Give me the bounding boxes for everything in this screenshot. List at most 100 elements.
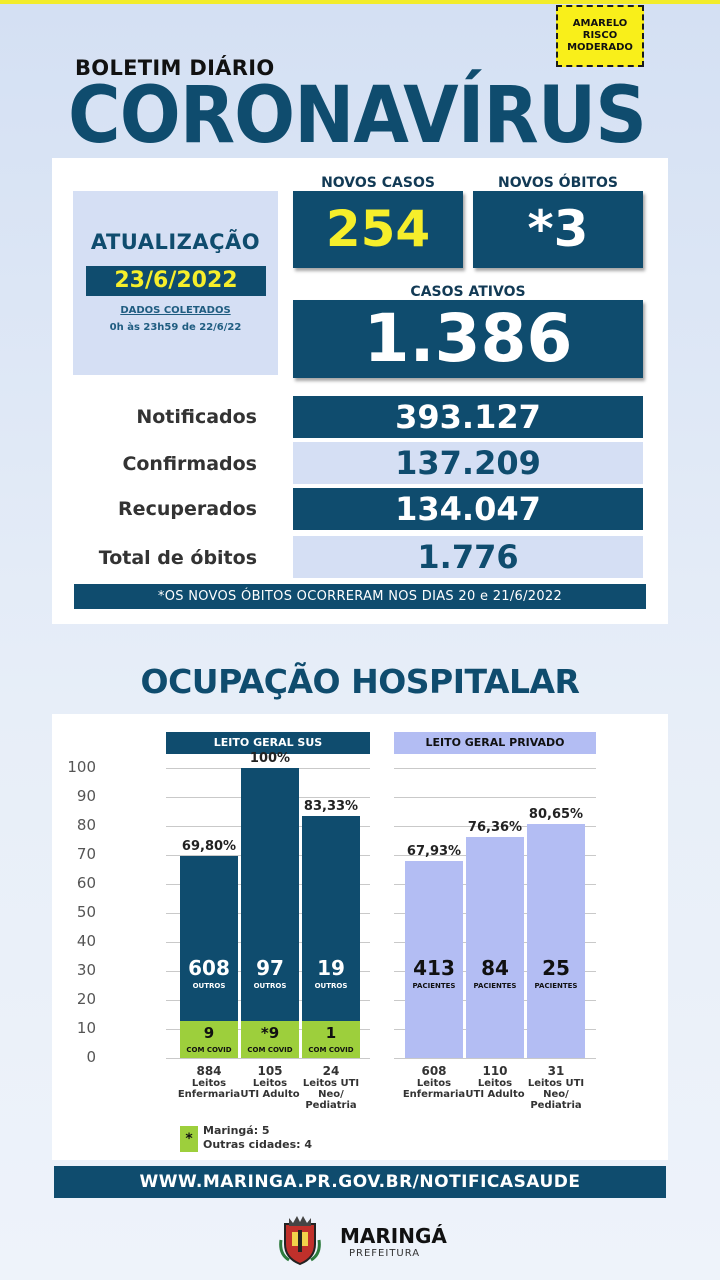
bar-covid-value: *9: [260, 1024, 280, 1042]
bar-percent-label: 69,80%: [181, 838, 237, 854]
bar-covid-value: 9: [203, 1024, 215, 1042]
recovered-label: Recuperados: [118, 498, 257, 520]
bar-patients-label: PACIENTES: [412, 982, 456, 990]
bar-beds-count: 884: [196, 1064, 222, 1078]
confirmed-label: Confirmados: [122, 453, 257, 475]
legend-text: Maringá: 5 Outras cidades: 4: [203, 1124, 312, 1152]
bar-beds-count: 608: [421, 1064, 447, 1078]
bar-covid-value: 1: [325, 1024, 337, 1042]
covid-segment: [302, 1021, 360, 1058]
bar-percent-label: 100%: [249, 751, 291, 766]
risk-line-3: MODERADO: [567, 42, 633, 53]
bar-caption-1: Leitos UTI: [527, 1078, 585, 1089]
top-accent-line: [0, 0, 720, 4]
legend-line-2: Outras cidades: 4: [203, 1138, 313, 1151]
bar-others-value: 608: [188, 956, 230, 980]
data-collected-range: 0h às 23h59 de 22/6/22: [109, 322, 242, 333]
y-tick-label: 30: [76, 961, 96, 979]
y-tick-label: 10: [76, 1019, 96, 1037]
bar-covid-label: COM COVID: [186, 1046, 232, 1054]
y-tick-label: 70: [76, 845, 96, 863]
bar-percent-label: 76,36%: [467, 819, 523, 835]
bar-others-label: OUTROS: [192, 982, 226, 990]
page-title: CORONAVÍRUS: [68, 71, 647, 161]
bar: [241, 768, 299, 1058]
update-title: ATUALIZAÇÃO: [90, 230, 261, 254]
y-tick-label: 100: [67, 758, 96, 776]
bar-others-label: OUTROS: [253, 982, 287, 990]
notified-label: Notificados: [136, 406, 257, 428]
bar-percent-label: 67,93%: [406, 844, 462, 859]
bar-caption-1: Leitos: [477, 1078, 513, 1089]
confirmed-value: 137.209: [293, 442, 643, 484]
bar-covid-label: COM COVID: [247, 1046, 293, 1054]
bar-caption-3: Pediatria: [530, 1100, 582, 1111]
bar-beds-count: 31: [547, 1064, 565, 1078]
bar-caption-2: Enfermaria: [177, 1089, 241, 1100]
risk-line-2: RISCO: [582, 30, 618, 41]
bar-others-value: 19: [317, 956, 345, 980]
total-deaths-label: Total de óbitos: [98, 547, 257, 569]
bar-others-value: 97: [256, 956, 284, 980]
y-tick-label: 20: [76, 990, 96, 1008]
logo-name: MARINGÁ: [340, 1224, 447, 1248]
bar-caption-2: Enfermaria: [402, 1089, 466, 1100]
gridline: [394, 768, 596, 769]
y-tick-label: 50: [76, 903, 96, 921]
legend-covid-symbol: *: [180, 1126, 198, 1152]
bar-patients-label: PACIENTES: [534, 982, 578, 990]
covid-segment: [241, 1021, 299, 1058]
bar: [466, 836, 524, 1058]
risk-level-badge: AMARELO RISCO MODERADO: [556, 5, 644, 67]
update-date: 23/6/2022: [86, 266, 266, 296]
bar-caption-3: Pediatria: [305, 1100, 357, 1111]
bar-others-label: OUTROS: [314, 982, 348, 990]
website-link[interactable]: WWW.MARINGA.PR.GOV.BR/NOTIFICASAUDE: [54, 1166, 666, 1198]
bar-patients-value: 413: [413, 956, 455, 980]
notified-value: 393.127: [293, 396, 643, 438]
bar-caption-2: Neo/: [318, 1089, 344, 1100]
sus-header: LEITO GERAL SUS: [166, 732, 370, 754]
bar-percent-label: 83,33%: [303, 799, 359, 815]
bar-patients-value: 25: [542, 956, 570, 980]
bar-beds-count: 24: [322, 1064, 340, 1078]
gridline: [394, 797, 596, 798]
y-tick-label: 60: [76, 874, 96, 892]
total-deaths-value: 1.776: [293, 536, 643, 578]
bar-caption-1: Leitos UTI: [302, 1078, 360, 1089]
new-deaths-value: *3: [473, 191, 643, 268]
bar-beds-count: 105: [257, 1064, 283, 1078]
bar: [405, 861, 463, 1058]
new-cases-label: NOVOS CASOS: [321, 175, 435, 191]
bar-caption-2: Neo/: [543, 1089, 569, 1100]
private-header: LEITO GERAL PRIVADO: [394, 732, 596, 754]
gridline: [166, 1058, 370, 1059]
bar: [302, 816, 360, 1058]
bar-patients-value: 84: [481, 956, 509, 980]
y-tick-label: 40: [76, 932, 96, 950]
new-cases-value: 254: [293, 191, 463, 268]
maringa-coat-of-arms-icon: [279, 1214, 321, 1266]
y-tick-label: 0: [86, 1048, 96, 1066]
bar-caption-1: Leitos: [252, 1078, 288, 1089]
bulletin-kicker: BOLETIM DIÁRIO: [75, 56, 275, 80]
covid-segment: [180, 1021, 238, 1058]
new-deaths-label: NOVOS ÓBITOS: [497, 175, 618, 191]
gridline: [394, 826, 596, 827]
bar-caption-1: Leitos: [191, 1078, 227, 1089]
active-cases-value: 1.386: [293, 300, 643, 378]
recovered-value: 134.047: [293, 488, 643, 530]
bar-caption-2: UTI Adulto: [465, 1089, 525, 1100]
gridline: [394, 1058, 596, 1059]
risk-line-1: AMARELO: [572, 18, 628, 29]
legend-line-1: Maringá: 5: [203, 1124, 270, 1137]
y-tick-label: 90: [76, 787, 96, 805]
bar-covid-label: COM COVID: [308, 1046, 354, 1054]
bar-caption-1: Leitos: [416, 1078, 452, 1089]
active-cases-label: CASOS ATIVOS: [410, 284, 526, 300]
bar-patients-label: PACIENTES: [473, 982, 517, 990]
y-tick-label: 80: [76, 816, 96, 834]
deaths-footnote: *OS NOVOS ÓBITOS OCORRERAM NOS DIAS 20 e…: [74, 584, 646, 609]
bar-percent-label: 80,65%: [528, 807, 584, 823]
bar-beds-count: 110: [482, 1064, 508, 1078]
